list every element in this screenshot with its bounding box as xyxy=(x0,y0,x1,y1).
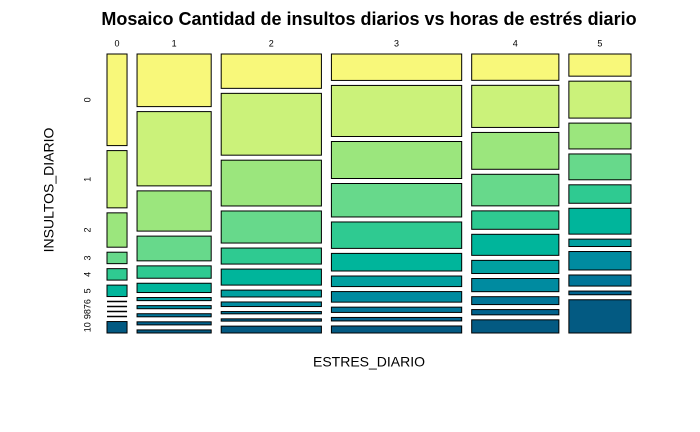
mosaic-cell xyxy=(136,321,212,326)
mosaic-cell xyxy=(471,131,560,170)
mosaic-cell xyxy=(568,238,632,248)
mosaic-cell xyxy=(220,210,322,244)
row-label: 5 xyxy=(82,288,92,293)
mosaic-cell xyxy=(471,84,560,128)
mosaic-cell xyxy=(106,251,128,265)
mosaic-cell xyxy=(220,325,322,334)
column-label: 5 xyxy=(597,38,602,48)
row-label: 4 xyxy=(82,272,92,277)
mosaic-cell xyxy=(220,92,322,156)
mosaic-cell xyxy=(106,321,128,334)
mosaic-cell xyxy=(136,190,212,232)
mosaic-cell xyxy=(568,274,632,287)
mosaic-cell xyxy=(220,311,322,315)
mosaic-cell xyxy=(106,268,128,281)
mosaic-cell xyxy=(471,53,560,81)
mosaic-cell xyxy=(106,212,128,248)
mosaic-cell xyxy=(220,301,322,308)
row-label: 6 xyxy=(82,299,92,304)
row-label: 9 xyxy=(82,314,92,319)
mosaic-cell xyxy=(471,309,560,316)
mosaic-cell xyxy=(568,122,632,150)
mosaic-cell xyxy=(568,207,632,235)
mosaic-cell xyxy=(220,159,322,207)
mosaic-cell xyxy=(568,290,632,296)
mosaic-cell xyxy=(220,318,322,322)
mosaic-cell xyxy=(106,150,128,209)
row-label: 2 xyxy=(82,228,92,233)
mosaic-cell xyxy=(220,268,322,286)
x-axis-label: ESTRES_DIARIO xyxy=(313,354,425,370)
mosaic-cell xyxy=(106,284,128,298)
column-label: 3 xyxy=(394,38,399,48)
row-label: 3 xyxy=(82,255,92,260)
mosaic-cell xyxy=(330,252,463,272)
mosaic-cell xyxy=(330,221,463,249)
mosaic-cell xyxy=(136,235,212,262)
column-label: 1 xyxy=(172,38,177,48)
mosaic-cell xyxy=(471,319,560,334)
mosaic-cell xyxy=(330,325,463,334)
mosaic-cell xyxy=(471,233,560,256)
mosaic-cell xyxy=(330,141,463,179)
row-label: 8 xyxy=(82,309,92,314)
chart-title: Mosaico Cantidad de insultos diarios vs … xyxy=(101,9,636,29)
column-label: 0 xyxy=(115,38,120,48)
mosaic-cell xyxy=(136,313,212,318)
mosaic-cell xyxy=(330,306,463,313)
mosaic-cell xyxy=(471,278,560,293)
mosaic-cell xyxy=(330,316,463,322)
row-label: 7 xyxy=(82,304,92,309)
mosaic-cell xyxy=(568,184,632,204)
row-label: 0 xyxy=(82,97,92,102)
mosaic-cell xyxy=(330,84,463,138)
mosaic-cell xyxy=(220,53,322,89)
y-axis-label: INSULTOS_DIARIO xyxy=(41,128,57,253)
mosaic-cell xyxy=(471,210,560,230)
mosaic-cell xyxy=(136,111,212,187)
mosaic-cell xyxy=(136,305,212,310)
mosaic-cell xyxy=(471,296,560,306)
column-label: 4 xyxy=(513,38,518,48)
mosaic-cell xyxy=(136,53,212,108)
mosaic-cell xyxy=(471,259,560,275)
mosaic-cell xyxy=(330,291,463,303)
mosaic-cell xyxy=(568,153,632,181)
mosaic-cell xyxy=(568,53,632,77)
mosaic-cell xyxy=(136,265,212,279)
column-label: 2 xyxy=(269,38,274,48)
row-label: 10 xyxy=(82,322,92,332)
mosaic-cell xyxy=(568,251,632,271)
mosaic-cell xyxy=(330,275,463,288)
mosaic-cell xyxy=(330,53,463,81)
mosaic-cell xyxy=(330,183,463,218)
row-label: 1 xyxy=(82,177,92,182)
mosaic-cell xyxy=(106,53,128,147)
mosaic-cell xyxy=(136,329,212,334)
mosaic-cell xyxy=(220,289,322,298)
mosaic-cell xyxy=(471,173,560,207)
mosaic-cell xyxy=(136,297,212,302)
mosaic-cell xyxy=(568,299,632,334)
mosaic-cell xyxy=(136,282,212,294)
mosaic-cell xyxy=(568,80,632,119)
mosaic-cell xyxy=(220,247,322,265)
